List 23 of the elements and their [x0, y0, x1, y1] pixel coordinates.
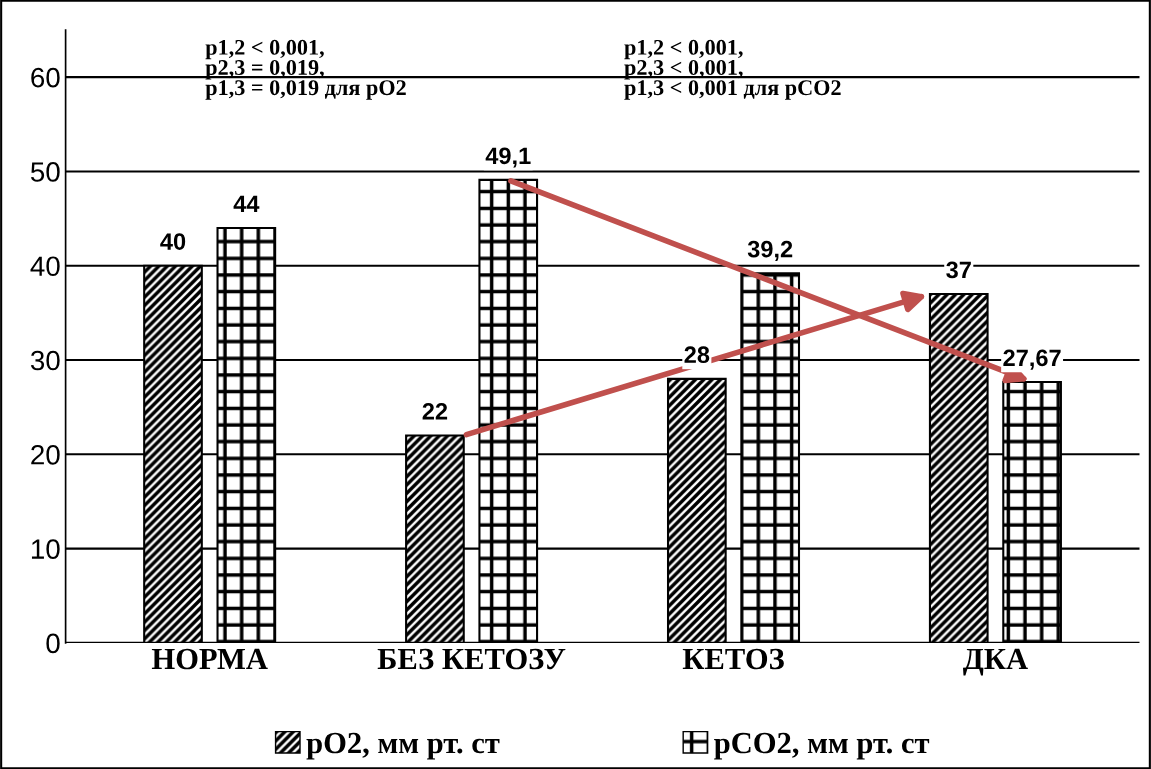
data-label: 37 — [946, 261, 971, 279]
y-tick-label: 50 — [30, 162, 60, 182]
data-label: 28 — [684, 346, 710, 364]
data-label: 27,67 — [1003, 349, 1061, 370]
data-label: 49,1 — [485, 147, 531, 168]
x-tick-label: КЕТОЗ — [682, 648, 784, 670]
y-tick-label: 0 — [46, 633, 60, 654]
y-tick-label: 30 — [30, 350, 60, 371]
data-label: 40 — [160, 233, 186, 250]
x-tick-label: БЕЗ КЕТОЗУ — [377, 648, 566, 670]
annotation: p1,2 < 0,001, p2,3 < 0,001, p1,3 < 0,001 для pCO2 — [624, 39, 841, 100]
x-tick-label: НОРМА — [151, 648, 268, 670]
annotation: p1,2 < 0,001, p2,3 = 0,019, p1,3 = 0,019 для pO2 — [205, 39, 406, 100]
data-label: 39,2 — [747, 240, 793, 261]
legend-label: pCO2, мм рт. ст — [714, 732, 930, 760]
y-tick-label: 40 — [30, 256, 60, 277]
y-tick-label: 20 — [31, 444, 60, 465]
x-tick-label: ДКА — [962, 648, 1028, 676]
y-tick-label: 10 — [31, 539, 60, 559]
data-label: 22 — [422, 402, 448, 420]
y-tick-label: 60 — [31, 67, 60, 88]
data-label: 44 — [233, 195, 260, 212]
legend-label: pO2, мм рт. ст — [306, 732, 500, 760]
